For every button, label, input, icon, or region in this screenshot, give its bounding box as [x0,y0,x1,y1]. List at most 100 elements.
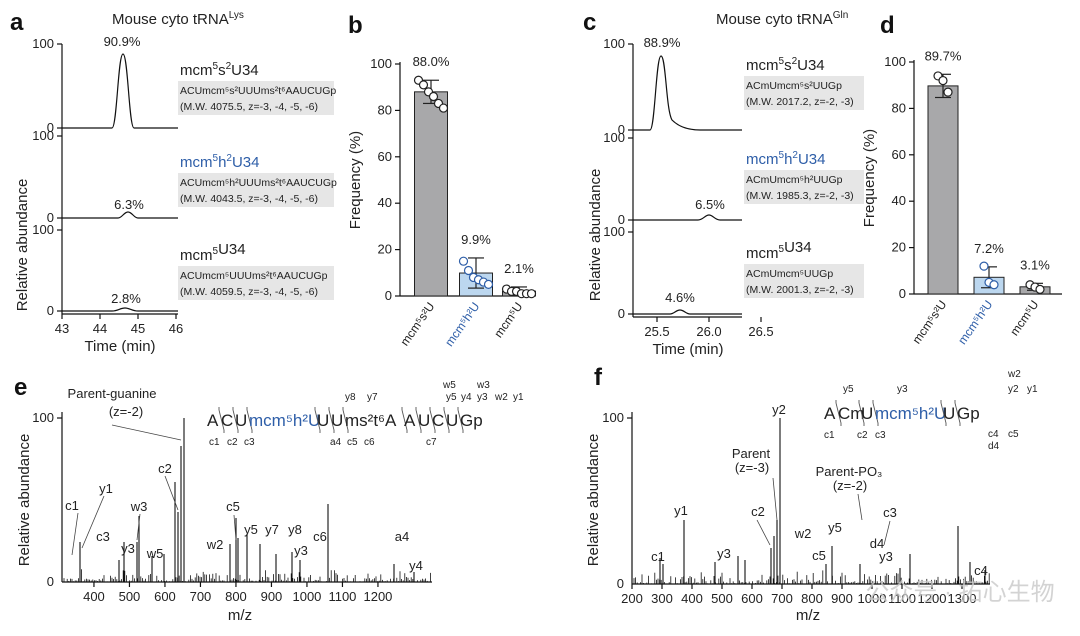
panel-e-ion-label: c1 [65,498,79,513]
panel-a-ytick-0: 0 [47,210,54,225]
bottom-ion-label: c4 [988,429,999,440]
data-point [989,280,999,290]
sequence-residue: U [235,411,247,430]
panel-f-ion-label: w2 [794,526,812,541]
bar-value-label: 88.0% [413,54,450,69]
panel-e-spectrum [63,418,431,582]
trace-c-1 [633,55,742,131]
top-ion-label: y5 [446,392,457,403]
bottom-ion-label: c6 [364,437,375,448]
panel-a-mass: (M.W. 4059.5, z=-3, -4, -5, -6) [180,286,318,298]
panel-c-sequence: ACmUmcm⁵UUGp [746,268,833,280]
top-ion-label: w2 [494,392,508,403]
sequence-residue: Gp [957,404,980,423]
watermark: 公众号 · 拓心生物 [865,579,1054,606]
panel-c-mass: (M.W. 1985.3, z=-2, -3) [746,190,854,202]
panel-f-ion-label: Parent-PO₃ [816,464,883,479]
bottom-ion-label: a4 [330,437,342,448]
panel-e-ion-label: y1 [99,481,113,496]
panel-f-ion-label: (z=-2) [833,478,867,493]
panel-e-ion-label: y4 [409,558,423,573]
ytick-label: 40 [378,195,392,210]
sequence-residue: U [943,404,955,423]
panel-c-ytick-100: 100 [603,224,625,239]
panel-c-sequence: ACmUmcm⁵h²UUGp [746,174,843,186]
panel-e-ion-label: c3 [96,529,110,544]
panel-e-ion-label: y3 [121,541,135,556]
panel-label-f: f [594,364,603,391]
panel-c-ytick-0: 0 [618,212,625,227]
panel-f-ytick-0: 0 [617,576,624,591]
panel-e-xtick: 1000 [292,589,321,604]
trace-c-3 [633,309,742,315]
bar-category-label: mcm⁵s²U [910,298,950,347]
panel-c-ytick-0: 0 [618,122,625,137]
panel-a-sequence: ACUmcm⁵s²UUUms²t⁶AAUCUGp [180,85,336,97]
panel-c-compound-name: mcm5s2U34 [746,56,825,74]
bar-value-label: 9.9% [461,232,491,247]
panel-c-sequence-box [744,264,864,298]
panel-c-sequence-box [744,170,864,204]
panel-c-ylabel: Relative abundance [587,169,604,302]
sequence-residue: mcm⁵h²U [875,404,946,423]
top-ion-label: w3 [476,380,490,391]
top-ion-label: y1 [513,392,524,403]
panel-f-xtick: 400 [681,591,703,606]
panel-e-xtick: 1100 [328,589,356,604]
panel-c-ytick-100: 100 [603,130,625,145]
bar-0 [927,85,959,295]
panel-a-xtick: 46 [169,321,183,336]
panel-a-peak-label: 90.9% [104,34,141,49]
data-point [458,256,469,266]
panel-b: b 0 20 40 60 80 100 Frequency (%) 88.0% mcm⁵s²U 9… [347,12,537,349]
sequence-residue: A [404,411,416,430]
panel-e-xlabel: m/z [228,607,252,624]
panel-c-peak-label: 6.5% [695,197,725,212]
panel-e-ion-label: w2 [206,537,224,552]
data-point [526,289,537,299]
panel-c-ytick-0: 0 [618,306,625,321]
data-point [979,261,989,271]
panel-f-ylabel: Relative abundance [585,434,602,567]
data-point [428,91,439,102]
sequence-residue: U [418,411,430,430]
panel-e-xtick: 500 [119,589,141,604]
panel-a-sequence-box [178,266,334,300]
panel-a-ytick-100: 100 [32,222,54,237]
panel-f-ion-label: (z=-3) [735,460,769,475]
sequence-residue: C [432,411,444,430]
panel-a: a Mouse cyto tRNALys Relative abundance … [10,9,337,355]
panel-e-ion-label: y7 [265,522,279,537]
panel-e-ytick-100: 100 [32,410,54,425]
sequence-residue: Cm [838,404,864,423]
sequence-residue: U [331,411,343,430]
bottom-ion-label: c1 [209,437,220,448]
panel-a-ytick-0: 0 [47,120,54,135]
bottom-ion-label: c3 [875,430,886,441]
panel-a-ylabel: Relative abundance [14,179,31,312]
panel-f-xtick: 500 [711,591,733,606]
panel-c-xtick: 25.5 [644,324,669,339]
panel-f-xtick: 700 [771,591,793,606]
data-point [1035,284,1045,294]
panel-f-ion-label: c2 [751,504,765,519]
panel-f-ion-label: y2 [772,402,786,417]
panel-a-mass: (M.W. 4075.5, z=-3, -4, -5, -6) [180,101,318,113]
panel-f-ion-label: c4 [974,563,988,578]
top-ion-label: y4 [461,392,472,403]
bar-ylabel: Frequency (%) [347,131,364,229]
bar-category-label: mcm⁵U [1007,298,1041,339]
sequence-residue: A [207,411,219,430]
panel-f-xtick: 900 [831,591,853,606]
ytick-label: 60 [378,149,392,164]
panel-a-compound-name: mcm5s2U34 [180,61,259,79]
ytick-label: 100 [370,56,392,71]
panel-f-ion-label: y1 [674,503,688,518]
panel-e-ion-label: y5 [244,522,258,537]
top-ion-label: y3 [897,384,908,395]
panel-f-xtick: 1000 [858,591,887,606]
panel-a-xtick: 44 [93,321,107,336]
panel-e: e Relative abundance 400 500 600 700 800 900 1… [14,374,524,624]
panel-f-xtick: 300 [651,591,673,606]
